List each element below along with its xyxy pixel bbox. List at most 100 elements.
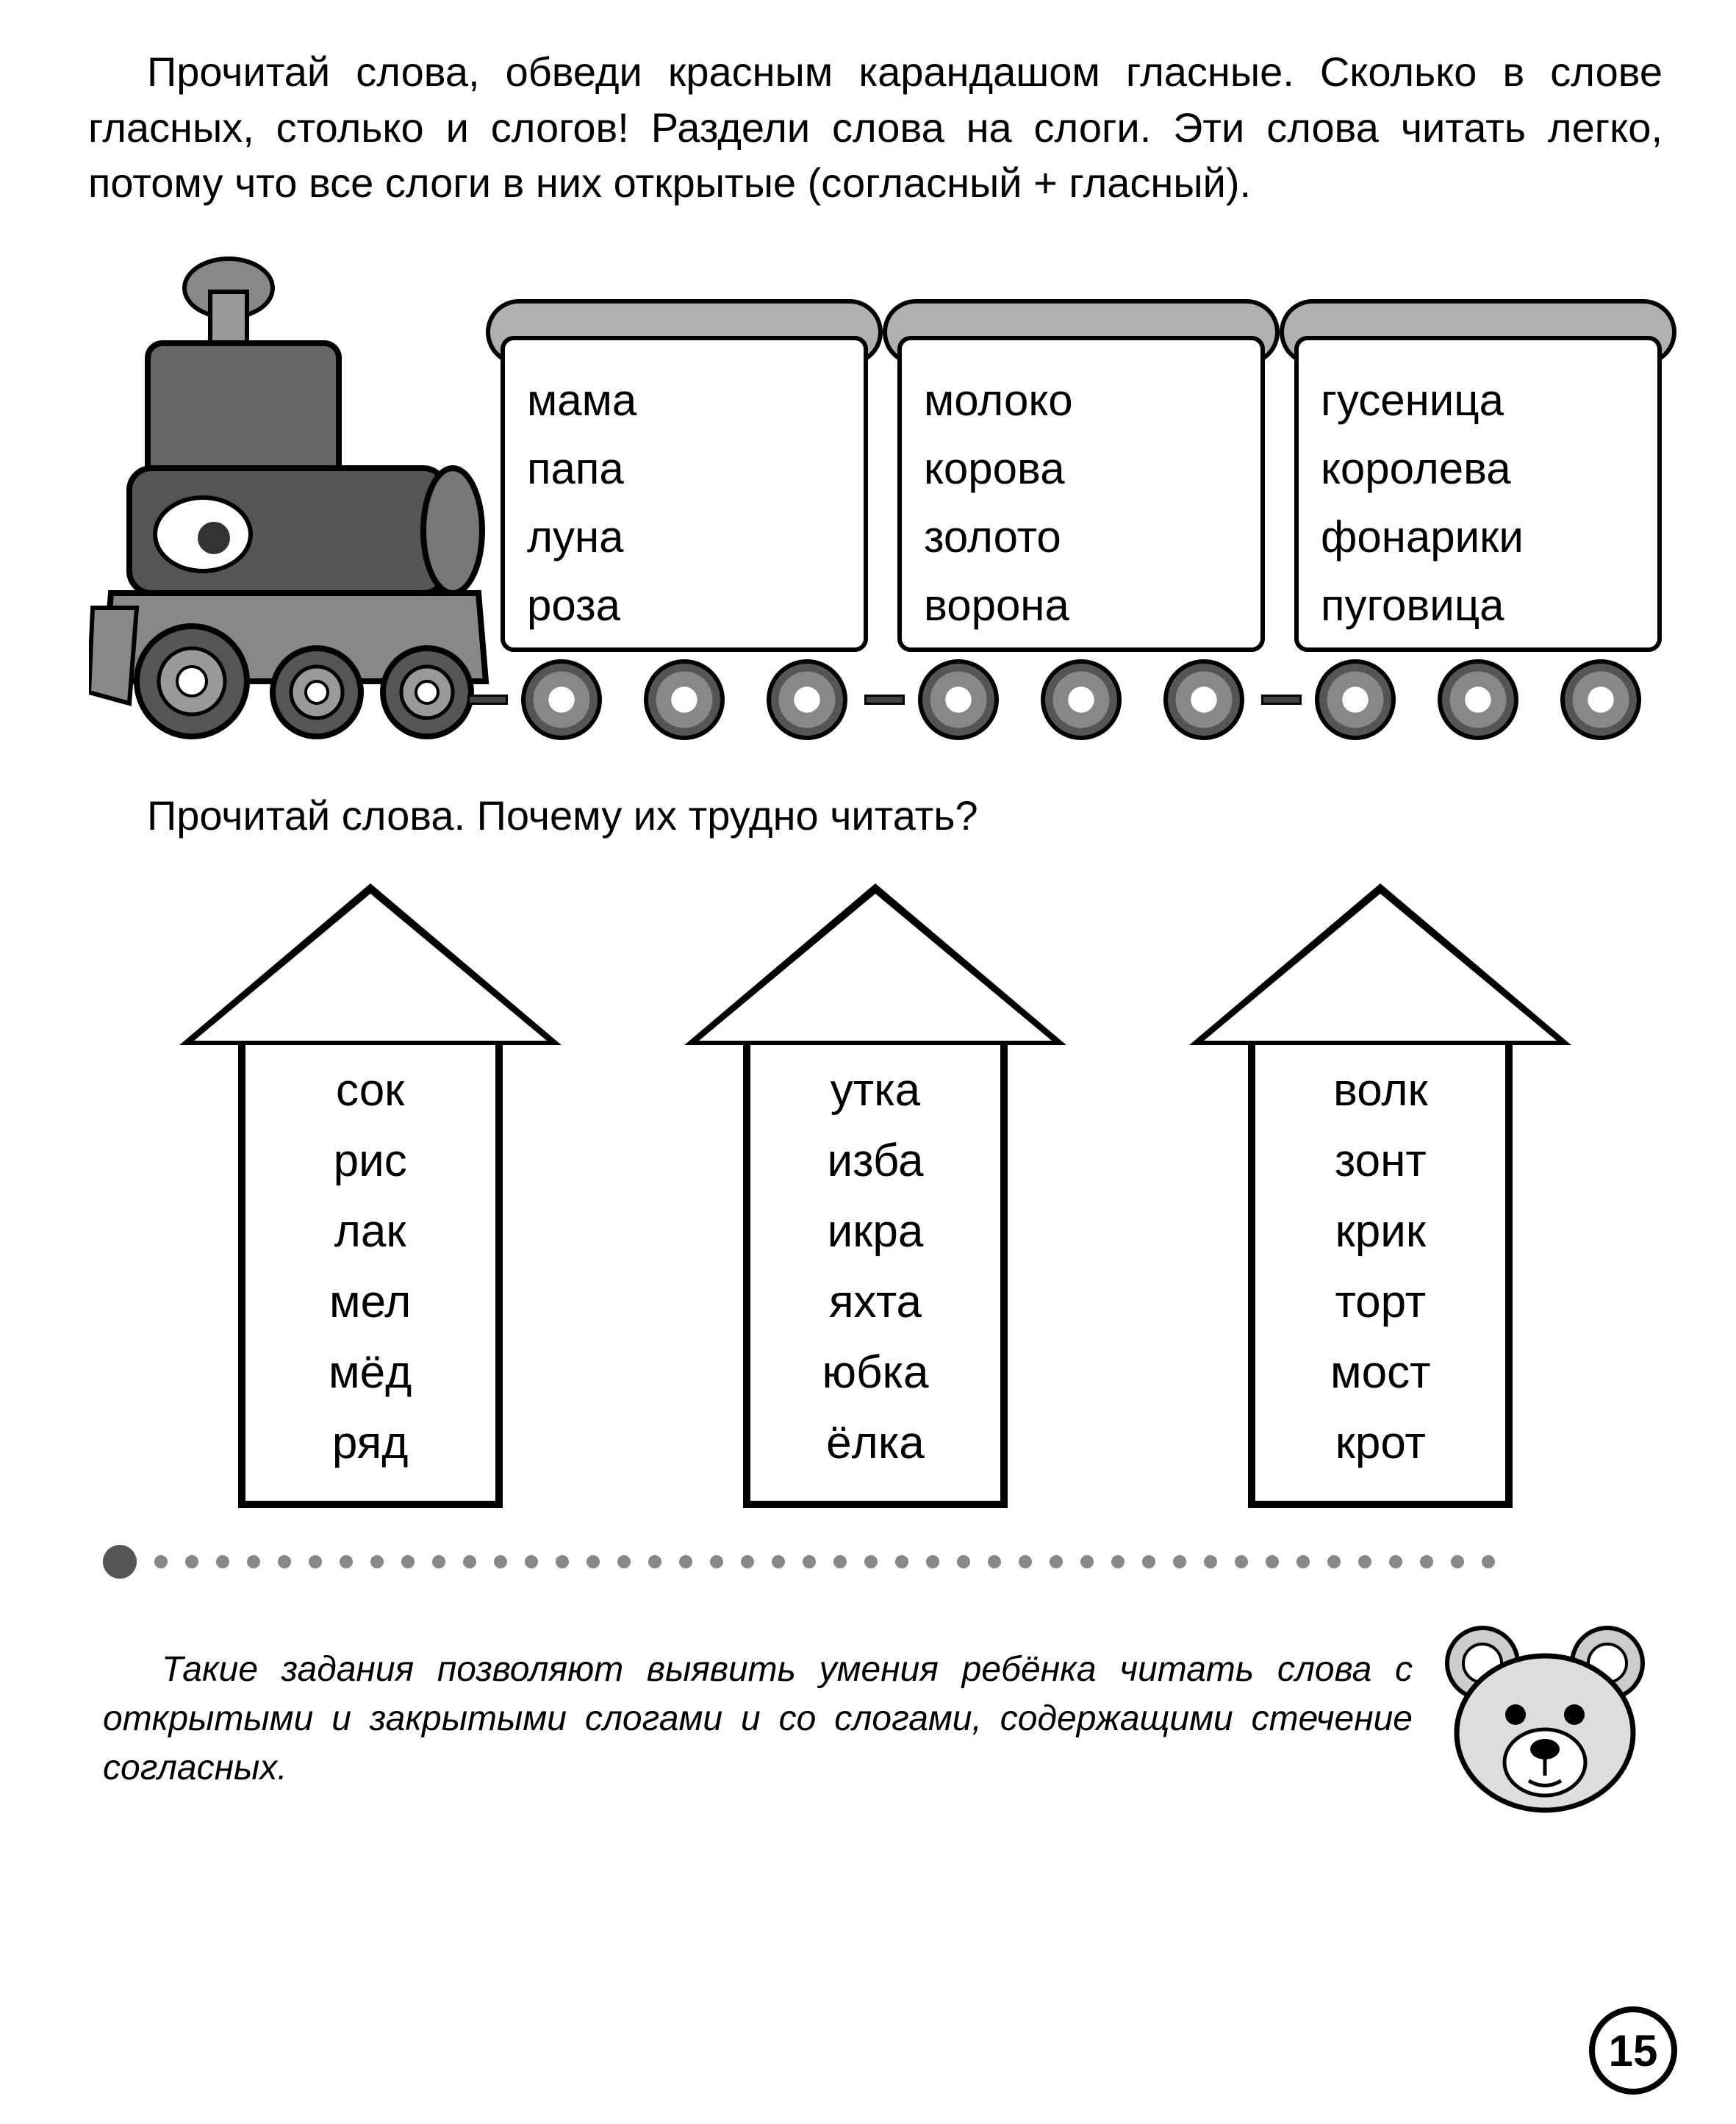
arrow-word: лак (245, 1196, 495, 1267)
arrow-word: торт (1255, 1267, 1505, 1338)
arrow-word: яхта (750, 1267, 1000, 1338)
instruction-text: Прочитай слова, обведи красным карандашо… (88, 44, 1663, 211)
dot-small-icon (1358, 1555, 1371, 1568)
train-illustration: мама папа луна роза молоко корова золото… (89, 240, 1662, 740)
dot-small-icon (1266, 1555, 1279, 1568)
dot-small-icon (247, 1555, 260, 1568)
dot-small-icon (401, 1555, 415, 1568)
wagon-word: роза (527, 571, 842, 639)
arrow-word: ряд (245, 1408, 495, 1479)
arrow-word: крот (1255, 1408, 1505, 1479)
wagon-word: луна (527, 503, 842, 571)
dot-small-icon (1019, 1555, 1032, 1568)
wagon-3: гусеница королева фонарики пуговица (1294, 299, 1662, 740)
dot-small-icon (216, 1555, 229, 1568)
dot-small-icon (1050, 1555, 1063, 1568)
dot-small-icon (525, 1555, 538, 1568)
dot-small-icon (587, 1555, 600, 1568)
wheel-icon (521, 659, 602, 740)
page-number: 15 (1589, 2006, 1677, 2095)
wagon-word: гусеница (1321, 366, 1635, 434)
wheel-icon (1041, 659, 1122, 740)
dot-small-icon (710, 1555, 723, 1568)
dot-small-icon (556, 1555, 569, 1568)
wagon-word: корова (924, 434, 1238, 503)
dot-small-icon (988, 1555, 1001, 1568)
dot-small-icon (154, 1555, 168, 1568)
dot-small-icon (803, 1555, 816, 1568)
arrow-word: мост (1255, 1338, 1505, 1408)
dot-small-icon (432, 1555, 445, 1568)
dot-small-icon (1451, 1555, 1464, 1568)
dot-small-icon (1080, 1555, 1094, 1568)
arrow-box-3: волк зонт крик торт мост крот (1211, 883, 1549, 1509)
wagon-word: королева (1321, 434, 1635, 503)
wheel-icon (1438, 659, 1518, 740)
question-text: Прочитай слова. Почему их трудно читать? (88, 792, 1663, 839)
dot-small-icon (1296, 1555, 1310, 1568)
dot-small-icon (494, 1555, 507, 1568)
dot-small-icon (1235, 1555, 1248, 1568)
dot-small-icon (1173, 1555, 1186, 1568)
arrow-word: зонт (1255, 1126, 1505, 1196)
wagon-1: мама папа луна роза (501, 299, 868, 740)
arrow-word: сок (245, 1055, 495, 1126)
wagon-word: золото (924, 503, 1238, 571)
dot-small-icon (340, 1555, 353, 1568)
dot-small-icon (1111, 1555, 1125, 1568)
dot-small-icon (185, 1555, 198, 1568)
wagon-word: молоко (924, 366, 1238, 434)
dot-small-icon (679, 1555, 692, 1568)
wheel-icon (1315, 659, 1396, 740)
arrow-head-icon (1189, 883, 1571, 1045)
wagon-word: пуговица (1321, 571, 1635, 639)
wagons-container: мама папа луна роза молоко корова золото… (501, 299, 1662, 740)
footer-note: Такие задания позволяют выявить умения р… (103, 1645, 1413, 1793)
dot-small-icon (741, 1555, 754, 1568)
dot-small-icon (926, 1555, 939, 1568)
wheel-icon (767, 659, 847, 740)
dot-separator (103, 1545, 1648, 1579)
dot-small-icon (864, 1555, 878, 1568)
bear-icon (1442, 1623, 1648, 1814)
arrow-body: волк зонт крик торт мост крот (1248, 1041, 1513, 1509)
arrow-word: икра (750, 1196, 1000, 1267)
dot-big-icon (103, 1545, 137, 1579)
arrow-word: мёд (245, 1338, 495, 1408)
arrow-head-icon (684, 883, 1066, 1045)
arrow-word: волк (1255, 1055, 1505, 1126)
arrow-word: мел (245, 1267, 495, 1338)
dot-small-icon (617, 1555, 631, 1568)
wagon-wheels (897, 659, 1265, 740)
dot-small-icon (1204, 1555, 1217, 1568)
arrow-head-icon (179, 883, 562, 1045)
dot-small-icon (1389, 1555, 1402, 1568)
wagon-body: молоко корова золото ворона (897, 336, 1265, 652)
wagon-2: молоко корова золото ворона (897, 299, 1265, 740)
wagon-word: ворона (924, 571, 1238, 639)
dot-small-icon (957, 1555, 970, 1568)
arrow-body: сок рис лак мел мёд ряд (238, 1041, 503, 1509)
arrow-box-1: сок рис лак мел мёд ряд (201, 883, 539, 1509)
arrow-word: рис (245, 1126, 495, 1196)
dot-small-icon (370, 1555, 384, 1568)
arrow-word: крик (1255, 1196, 1505, 1267)
dot-small-icon (895, 1555, 908, 1568)
wagon-wheels (1294, 659, 1662, 740)
arrow-word: изба (750, 1126, 1000, 1196)
dot-small-icon (1420, 1555, 1433, 1568)
dot-small-icon (309, 1555, 322, 1568)
wheel-icon (644, 659, 725, 740)
dot-small-icon (278, 1555, 291, 1568)
wagon-word: мама (527, 366, 842, 434)
dot-small-icon (463, 1555, 476, 1568)
arrow-body: утка изба икра яхта юбка ёлка (743, 1041, 1008, 1509)
dot-small-icon (1142, 1555, 1155, 1568)
wagon-word: фонарики (1321, 503, 1635, 571)
footer-row: Такие задания позволяют выявить умения р… (88, 1623, 1663, 1814)
wagon-body: гусеница королева фонарики пуговица (1294, 336, 1662, 652)
dot-small-icon (772, 1555, 785, 1568)
wagon-wheels (501, 659, 868, 740)
arrow-word: утка (750, 1055, 1000, 1126)
wagon-body: мама папа луна роза (501, 336, 868, 652)
